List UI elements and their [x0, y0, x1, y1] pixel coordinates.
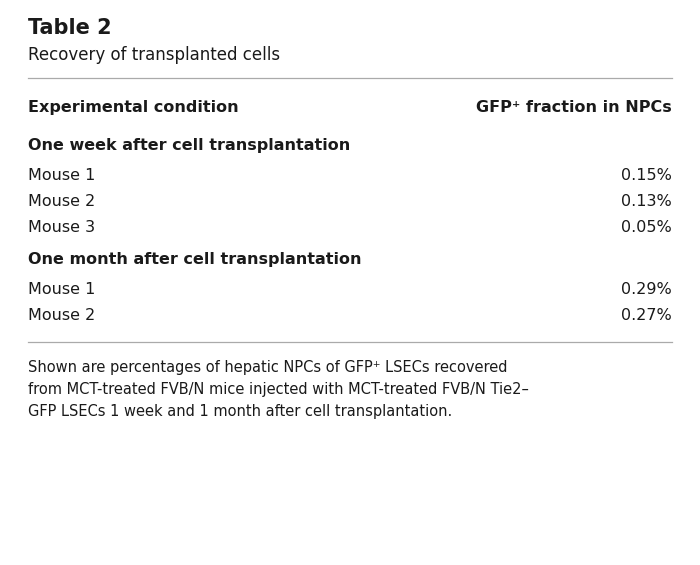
Text: Experimental condition: Experimental condition — [28, 100, 239, 115]
Text: 0.05%: 0.05% — [622, 220, 672, 235]
Text: GFP LSECs 1 week and 1 month after cell transplantation.: GFP LSECs 1 week and 1 month after cell … — [28, 404, 452, 419]
Text: 0.29%: 0.29% — [622, 282, 672, 297]
Text: Mouse 3: Mouse 3 — [28, 220, 95, 235]
Text: 0.27%: 0.27% — [622, 308, 672, 323]
Text: One week after cell transplantation: One week after cell transplantation — [28, 138, 350, 153]
Text: 0.13%: 0.13% — [622, 194, 672, 209]
Text: Recovery of transplanted cells: Recovery of transplanted cells — [28, 46, 280, 64]
Text: Shown are percentages of hepatic NPCs of GFP⁺ LSECs recovered: Shown are percentages of hepatic NPCs of… — [28, 360, 507, 375]
Text: Table 2: Table 2 — [28, 18, 111, 38]
Text: Mouse 2: Mouse 2 — [28, 308, 95, 323]
Text: GFP⁺ fraction in NPCs: GFP⁺ fraction in NPCs — [476, 100, 672, 115]
Text: from MCT-treated FVB/N mice injected with MCT-treated FVB/N Tie2–: from MCT-treated FVB/N mice injected wit… — [28, 382, 529, 397]
Text: Mouse 2: Mouse 2 — [28, 194, 95, 209]
Text: One month after cell transplantation: One month after cell transplantation — [28, 252, 361, 267]
Text: 0.15%: 0.15% — [621, 168, 672, 183]
Text: Mouse 1: Mouse 1 — [28, 168, 95, 183]
Text: Mouse 1: Mouse 1 — [28, 282, 95, 297]
